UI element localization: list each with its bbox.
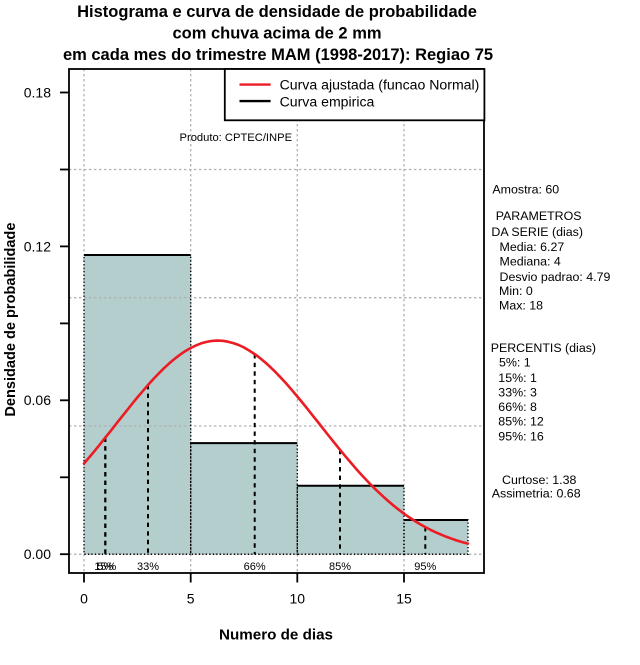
- svg-text:Histograma e curva de densidad: Histograma e curva de densidade de proba…: [77, 3, 477, 21]
- svg-text:Densidade de probabilidade: Densidade de probabilidade: [3, 223, 19, 417]
- svg-text:5%: 5%: [97, 561, 113, 573]
- svg-text:15%: 15%: [94, 561, 116, 573]
- svg-text:Numero de dias: Numero de dias: [219, 626, 333, 643]
- svg-text:15: 15: [396, 591, 412, 607]
- svg-text:66%: 8: 66%: 8: [498, 400, 537, 414]
- svg-text:Curva empirica: Curva empirica: [280, 93, 375, 109]
- svg-text:Assimetria: 0.68: Assimetria: 0.68: [492, 487, 581, 501]
- svg-text:5: 5: [187, 591, 195, 607]
- svg-text:Max: 18: Max: 18: [499, 299, 543, 313]
- svg-text:0.18: 0.18: [24, 84, 51, 100]
- svg-text:95%: 95%: [414, 561, 436, 573]
- svg-text:85%: 85%: [329, 561, 351, 573]
- svg-text:0.12: 0.12: [24, 238, 51, 254]
- svg-text:PARAMETROS: PARAMETROS: [496, 209, 582, 223]
- svg-text:Curtose: 1.38: Curtose: 1.38: [502, 473, 576, 487]
- svg-text:Min: 0: Min: 0: [499, 284, 533, 298]
- svg-text:85%: 12: 85%: 12: [498, 415, 544, 429]
- svg-text:95%: 16: 95%: 16: [498, 430, 544, 444]
- svg-text:Amostra: 60: Amostra: 60: [492, 183, 559, 197]
- svg-text:15%: 1: 15%: 1: [498, 371, 537, 385]
- svg-text:0.00: 0.00: [24, 546, 51, 562]
- svg-text:Curva ajustada (funcao Normal): Curva ajustada (funcao Normal): [280, 77, 480, 93]
- svg-text:33%: 33%: [137, 561, 159, 573]
- svg-text:10: 10: [290, 591, 306, 607]
- svg-text:em cada mes do trimestre MAM (: em cada mes do trimestre MAM (1998-2017)…: [63, 46, 493, 64]
- svg-text:0: 0: [80, 591, 88, 607]
- svg-text:Mediana: 4: Mediana: 4: [500, 255, 561, 269]
- svg-text:0.06: 0.06: [24, 392, 51, 408]
- svg-text:Media: 6.27: Media: 6.27: [500, 240, 565, 254]
- svg-text:Desvio padrao: 4.79: Desvio padrao: 4.79: [500, 270, 611, 284]
- svg-text:66%: 66%: [244, 561, 266, 573]
- svg-text:DA SERIE (dias): DA SERIE (dias): [491, 225, 583, 239]
- svg-text:com chuva acima de 2 mm: com chuva acima de 2 mm: [172, 25, 381, 43]
- svg-text:Produto: CPTEC/INPE: Produto: CPTEC/INPE: [180, 132, 293, 144]
- svg-text:33%: 3: 33%: 3: [498, 386, 537, 400]
- svg-text:PERCENTIS (dias): PERCENTIS (dias): [491, 341, 596, 355]
- svg-text:5%: 1: 5%: 1: [499, 356, 531, 370]
